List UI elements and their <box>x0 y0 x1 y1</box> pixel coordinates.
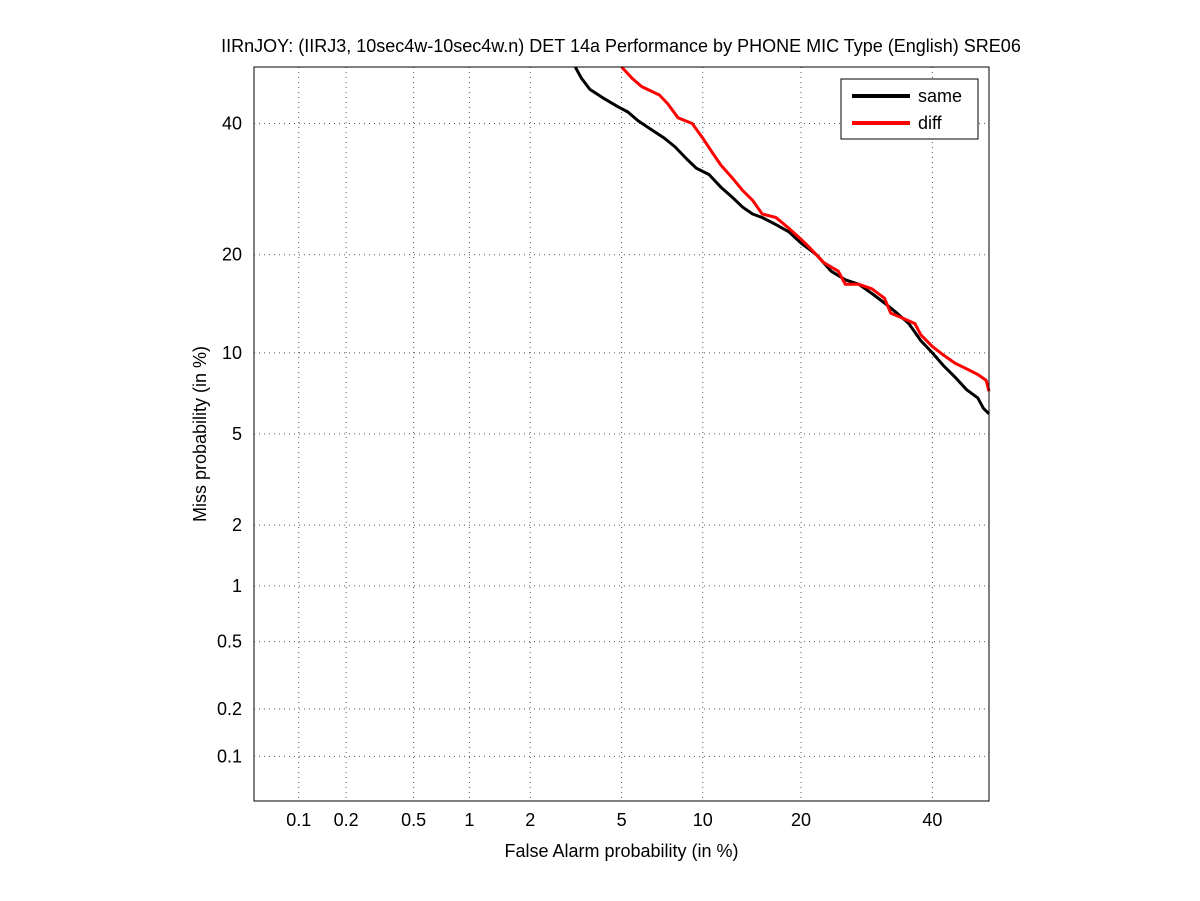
x-axis-title: False Alarm probability (in %) <box>504 841 738 861</box>
y-tick-label: 10 <box>222 343 242 363</box>
x-tick-label: 0.2 <box>334 810 359 830</box>
legend-box <box>840 78 979 140</box>
x-tick-labels: 0.1 0.2 0.5 1 2 5 10 20 40 <box>286 810 942 830</box>
y-tick-label: 5 <box>232 424 242 444</box>
y-tick-label: 20 <box>222 245 242 265</box>
legend: same diff <box>840 78 979 140</box>
y-tick-label: 1 <box>232 576 242 596</box>
chart-title: IIRnJOY: (IIRJ3, 10sec4w-10sec4w.n) DET … <box>221 36 1021 56</box>
x-tick-label: 20 <box>791 810 811 830</box>
x-tick-label: 5 <box>617 810 627 830</box>
x-tick-label: 2 <box>525 810 535 830</box>
y-tick-label: 0.2 <box>217 699 242 719</box>
x-tick-label: 0.5 <box>401 810 426 830</box>
series-line-same <box>573 66 991 415</box>
x-tick-label: 10 <box>693 810 713 830</box>
x-tick-label: 40 <box>922 810 942 830</box>
legend-label-same: same <box>918 86 962 106</box>
series-line-diff <box>620 65 991 392</box>
x-tick-label: 1 <box>464 810 474 830</box>
grid-layer <box>254 67 989 801</box>
legend-label-diff: diff <box>918 113 943 133</box>
y-tick-labels: 0.1 0.2 0.5 1 2 5 10 20 40 <box>217 114 242 767</box>
y-tick-label: 0.5 <box>217 632 242 652</box>
series-layer <box>573 65 991 415</box>
x-tick-label: 0.1 <box>286 810 311 830</box>
y-tick-label: 2 <box>232 515 242 535</box>
y-tick-label: 40 <box>222 114 242 134</box>
y-tick-label: 0.1 <box>217 746 242 766</box>
plot-frame <box>253 66 990 802</box>
y-axis-title: Miss probability (in %) <box>190 346 210 522</box>
